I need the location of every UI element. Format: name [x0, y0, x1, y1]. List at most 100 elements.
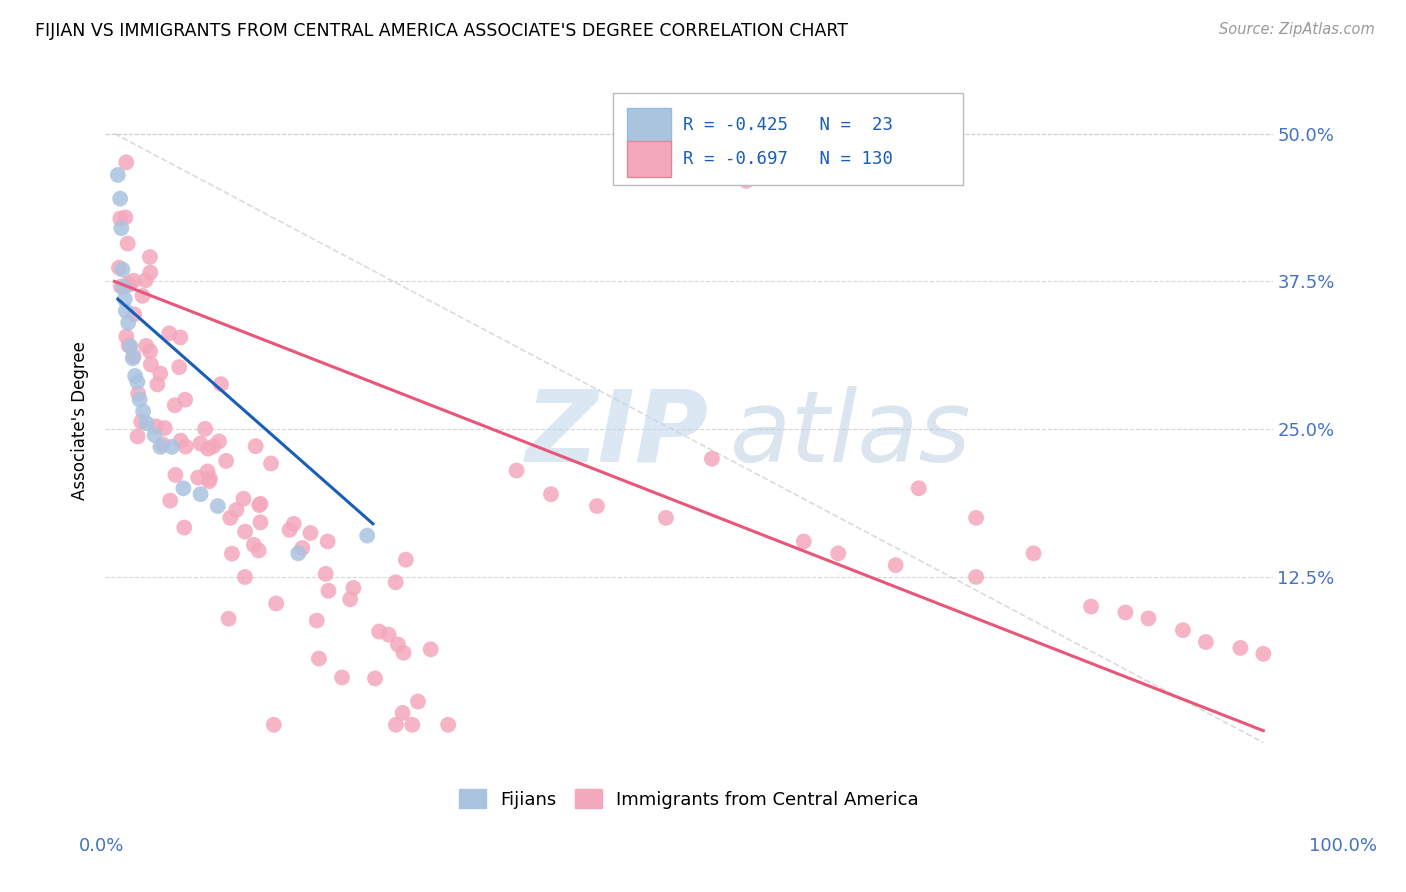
Point [287, 546, 309, 560]
Text: Source: ZipAtlas.com: Source: ZipAtlas.com [1219, 22, 1375, 37]
Point [149, 367, 172, 381]
Point [391, 706, 413, 720]
Point [316, 534, 339, 549]
Point [315, 566, 337, 581]
Point [110, 211, 132, 226]
Point [1229, 640, 1251, 655]
Point [167, 360, 190, 375]
Point [318, 583, 340, 598]
Point [135, 339, 157, 353]
Text: FIJIAN VS IMMIGRANTS FROM CENTRAL AMERICA ASSOCIATE'S DEGREE CORRELATION CHART: FIJIAN VS IMMIGRANTS FROM CENTRAL AMERIC… [35, 22, 848, 40]
Point [120, 339, 142, 353]
Point [1137, 611, 1160, 625]
Point [163, 398, 186, 412]
Point [221, 547, 243, 561]
Point [209, 377, 232, 392]
Point [233, 570, 256, 584]
Point [406, 694, 429, 708]
Point [118, 277, 141, 292]
Point [233, 524, 256, 539]
Point [401, 718, 423, 732]
Point [884, 558, 907, 573]
Point [174, 392, 197, 407]
Point [128, 392, 150, 407]
Point [308, 651, 330, 665]
Point [139, 250, 162, 264]
Point [283, 516, 305, 531]
Point [965, 511, 987, 525]
Point [110, 279, 132, 293]
Point [247, 543, 270, 558]
Point [207, 499, 229, 513]
Bar [627, 142, 671, 177]
Point [197, 442, 219, 456]
Point [437, 718, 460, 732]
Point [299, 526, 322, 541]
Point [139, 266, 162, 280]
Point [395, 552, 418, 566]
Point [174, 440, 197, 454]
Point [129, 415, 152, 429]
Point [965, 570, 987, 584]
Point [159, 493, 181, 508]
Point [384, 575, 406, 590]
Point [127, 429, 149, 443]
Point [145, 419, 167, 434]
Point [152, 437, 174, 451]
Point [197, 465, 219, 479]
Point [112, 280, 135, 294]
Point [108, 260, 131, 275]
Point [146, 377, 169, 392]
Point [124, 307, 146, 321]
Point [377, 627, 399, 641]
Point [124, 368, 146, 383]
Point [139, 358, 162, 372]
Point [219, 511, 242, 525]
Point [305, 614, 328, 628]
Point [149, 440, 172, 454]
Point [655, 511, 678, 525]
Point [342, 581, 364, 595]
Point [127, 386, 149, 401]
Point [263, 718, 285, 732]
Point [122, 274, 145, 288]
Point [339, 592, 361, 607]
Point [1080, 599, 1102, 614]
Point [107, 168, 129, 182]
Point [1022, 546, 1045, 560]
Point [143, 428, 166, 442]
Point [202, 440, 225, 454]
Point [198, 474, 221, 488]
Point [356, 528, 378, 542]
Legend: Fijians, Immigrants from Central America: Fijians, Immigrants from Central America [451, 782, 927, 816]
Point [190, 436, 212, 450]
Point [139, 344, 162, 359]
Point [419, 642, 441, 657]
Point [187, 470, 209, 484]
Point [115, 304, 138, 318]
Point [700, 451, 723, 466]
Text: R = -0.425   N =  23: R = -0.425 N = 23 [683, 116, 893, 134]
Text: R = -0.697   N = 130: R = -0.697 N = 130 [683, 150, 893, 168]
Y-axis label: Associate's Degree: Associate's Degree [72, 341, 89, 500]
Point [907, 481, 929, 495]
Point [108, 192, 131, 206]
Point [1195, 635, 1218, 649]
Point [173, 520, 195, 534]
Point [131, 289, 153, 303]
Point [157, 326, 180, 341]
Point [735, 174, 758, 188]
Point [225, 503, 247, 517]
Point [135, 273, 157, 287]
Point [135, 416, 157, 430]
Point [190, 487, 212, 501]
Text: 100.0%: 100.0% [1309, 837, 1376, 855]
Text: 0.0%: 0.0% [79, 837, 124, 855]
Point [110, 221, 132, 235]
Point [278, 523, 301, 537]
Point [122, 349, 145, 363]
Bar [627, 108, 671, 143]
Point [505, 464, 527, 478]
Point [153, 421, 176, 435]
Point [115, 155, 138, 169]
